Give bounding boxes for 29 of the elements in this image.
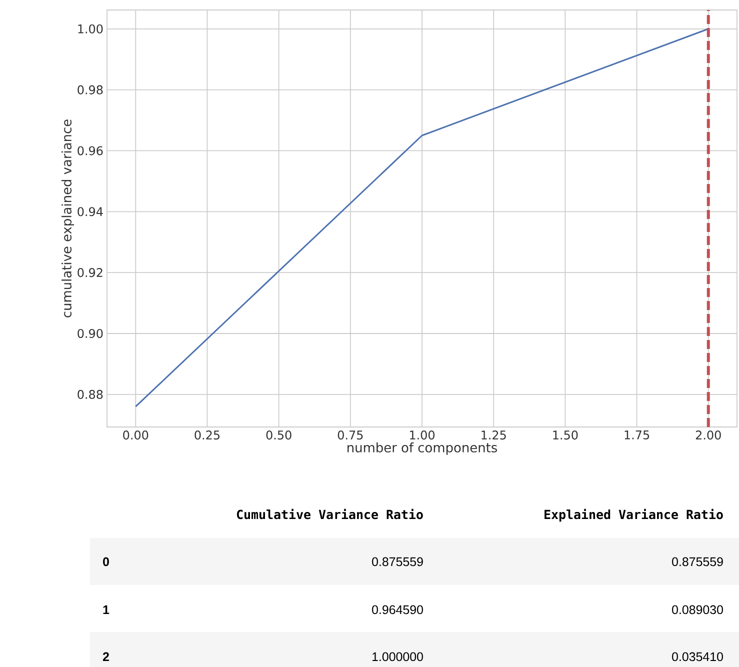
text: 0 (103, 557, 109, 566)
text: 0.875559 (672, 557, 723, 566)
text: 2 (102, 652, 109, 661)
y-tick-label: 0.96 (78, 146, 103, 156)
x-tick-label: 0.50 (266, 430, 292, 440)
x-axis-title: number of components (348, 442, 498, 455)
text: Cumulative Variance Ratio (236, 508, 423, 520)
text: 1.000000 (372, 652, 423, 662)
x-tick-label: 0.00 (123, 430, 148, 440)
y-tick-label: 0.98 (78, 85, 103, 94)
y-tick-label: 0.88 (78, 390, 103, 399)
y-tick-label: 1.00 (78, 24, 103, 34)
y-axis-title: cumulative explained variance (61, 120, 74, 318)
x-tick-label: 0.25 (194, 430, 220, 440)
x-tick-label: 1.00 (410, 430, 435, 440)
x-tick-label: 0.75 (338, 430, 363, 440)
x-tick-label: 1.50 (553, 430, 578, 440)
text: 0.875559 (372, 557, 423, 566)
text: 0.035410 (672, 652, 723, 662)
x-tick-label: 1.25 (482, 430, 506, 440)
text: Explained Variance Ratio (544, 508, 723, 522)
text: 1 (103, 605, 110, 614)
x-tick-label: 1.75 (624, 430, 650, 440)
text: 0.964590 (372, 605, 423, 614)
x-tick-label: 2.00 (696, 430, 721, 440)
y-tick-label: 0.94 (78, 207, 103, 216)
y-tick-label: 0.90 (78, 328, 103, 338)
y-tick-label: 0.92 (78, 268, 102, 278)
text: 0.089030 (672, 605, 723, 614)
